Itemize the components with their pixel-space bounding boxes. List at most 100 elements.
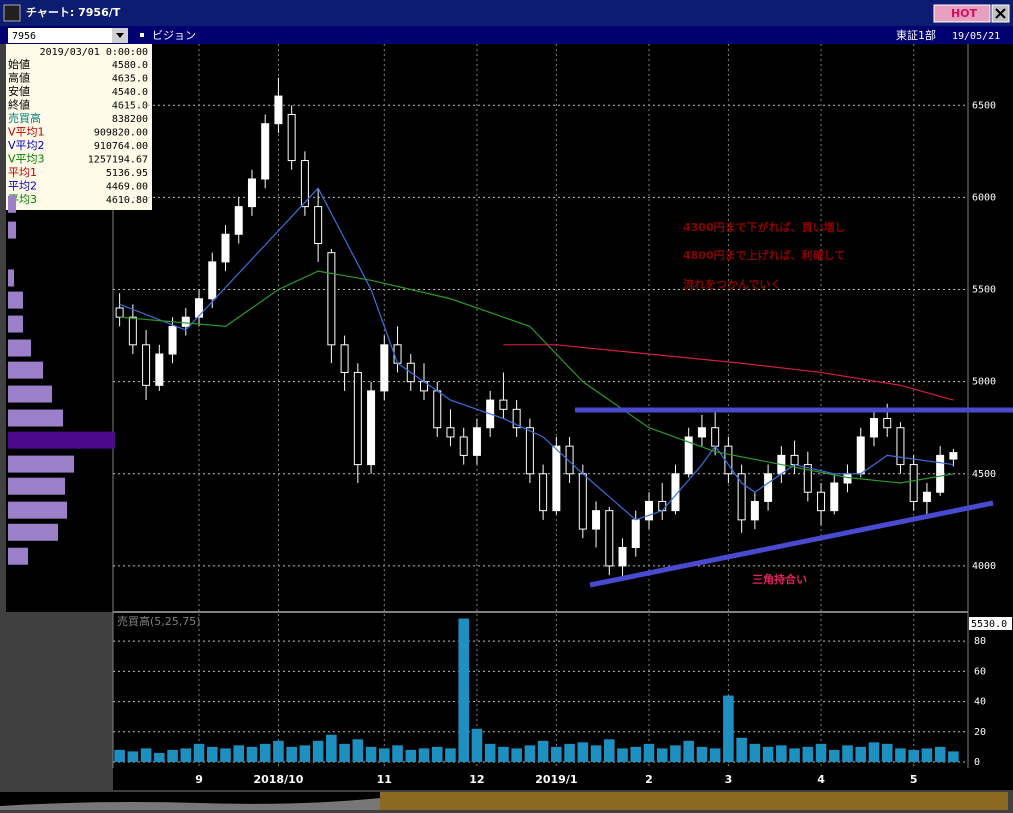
candle-body xyxy=(195,298,204,318)
candle-body xyxy=(922,491,931,502)
y-tick-label: 6000 xyxy=(972,192,996,203)
volume-bar xyxy=(709,748,721,762)
app-icon xyxy=(3,4,21,22)
candle-body xyxy=(896,427,905,466)
candle-body xyxy=(300,160,309,208)
candle-body xyxy=(287,113,296,162)
volume-bar xyxy=(180,748,192,762)
candle-body xyxy=(949,452,958,460)
volume-bar xyxy=(577,742,589,762)
candle-body xyxy=(525,427,534,475)
price-volume-bar xyxy=(8,455,74,473)
moving-average xyxy=(119,270,954,484)
volume-bar xyxy=(828,749,840,762)
info-value: 4615.0 xyxy=(112,101,148,112)
y-tick-label: 4000 xyxy=(972,561,996,572)
hot-button[interactable] xyxy=(933,4,991,23)
volume-bar xyxy=(259,743,271,762)
x-tick-label: 4 xyxy=(817,773,825,786)
price-volume-bar xyxy=(8,477,65,495)
volume-bar xyxy=(127,751,139,762)
pattern-label: 三角持合い xyxy=(752,572,807,586)
candle-body xyxy=(909,464,918,502)
volume-bar xyxy=(339,743,350,762)
candle-body xyxy=(552,445,561,512)
candle-body xyxy=(817,491,826,512)
x-tick-label: 5 xyxy=(910,773,918,786)
info-label: V平均1 xyxy=(8,126,45,139)
volume-bar xyxy=(815,743,827,762)
volume-bar xyxy=(934,746,946,762)
x-tick-label: 11 xyxy=(377,773,392,786)
candle-body xyxy=(168,325,177,355)
scroll-thumb[interactable] xyxy=(380,792,1008,810)
volume-bar xyxy=(154,752,165,762)
volume-bar xyxy=(762,746,774,762)
volume-bar xyxy=(537,740,549,762)
hot-label[interactable]: HOT xyxy=(951,7,978,20)
volume-bar xyxy=(776,745,787,762)
price-volume-bar xyxy=(8,339,31,357)
volume-bar xyxy=(286,746,297,762)
price-volume-bar xyxy=(8,269,14,287)
volume-bar xyxy=(352,739,364,762)
candle-body xyxy=(750,500,759,521)
volume-bar xyxy=(405,749,417,762)
y-tick-label: 5500 xyxy=(972,285,996,296)
candle-body xyxy=(764,473,773,502)
volume-bar xyxy=(233,745,245,762)
right-axis xyxy=(968,44,1013,790)
y-tick-label: 80 xyxy=(974,636,986,647)
candle-body xyxy=(181,316,190,327)
note-line: 4300円まで下がれば、買い増し xyxy=(683,220,846,234)
x-tick-label: 3 xyxy=(725,773,733,786)
y-tick-label: 60 xyxy=(974,666,986,677)
candle-body xyxy=(380,344,389,392)
volume-bar xyxy=(524,745,536,762)
volume-bar xyxy=(603,739,615,762)
symbol-input[interactable] xyxy=(8,28,128,43)
candle-body xyxy=(128,316,137,346)
volume-bar xyxy=(246,746,258,762)
candle-body xyxy=(247,178,256,208)
candle-body xyxy=(499,399,508,410)
candle-body xyxy=(208,261,217,300)
candle-body xyxy=(843,473,852,484)
x-tick-label: 2018/10 xyxy=(253,773,303,786)
info-label: V平均3 xyxy=(8,153,45,166)
candle-body xyxy=(115,307,124,318)
candle-body xyxy=(539,473,548,512)
volume-bar xyxy=(643,743,655,762)
candle-body xyxy=(472,427,481,456)
price-volume-bar xyxy=(8,315,23,333)
y-tick-label: 40 xyxy=(974,697,986,708)
candle-body xyxy=(618,547,627,567)
candle-body xyxy=(737,473,746,521)
candle-body xyxy=(856,436,865,475)
symbol-text[interactable]: 7956 xyxy=(12,31,36,42)
price-volume-bar xyxy=(8,547,28,565)
volume-bar xyxy=(206,746,218,762)
volume-bar xyxy=(458,618,470,762)
candle-body xyxy=(936,454,945,493)
volume-bar xyxy=(855,746,867,762)
y-tick-label: 4500 xyxy=(972,469,996,480)
note-line: 流れをつかんでいく xyxy=(683,277,781,291)
candle-body xyxy=(433,390,442,429)
info-value: 909820.00 xyxy=(94,128,148,139)
x-tick-label: 12 xyxy=(469,773,484,786)
volume-bar xyxy=(471,728,483,762)
candle-body xyxy=(155,353,164,386)
candle-body xyxy=(459,436,468,456)
candle-body xyxy=(605,510,614,567)
volume-bar xyxy=(193,743,205,762)
toolbar-date: 19/05/21 xyxy=(952,31,1000,42)
info-value: 4540.0 xyxy=(112,87,148,98)
price-volume-bar xyxy=(8,409,63,427)
volume-bar xyxy=(656,748,668,762)
info-value: 4580.0 xyxy=(112,60,148,71)
volume-bar xyxy=(498,746,509,762)
candle-body xyxy=(393,344,402,364)
